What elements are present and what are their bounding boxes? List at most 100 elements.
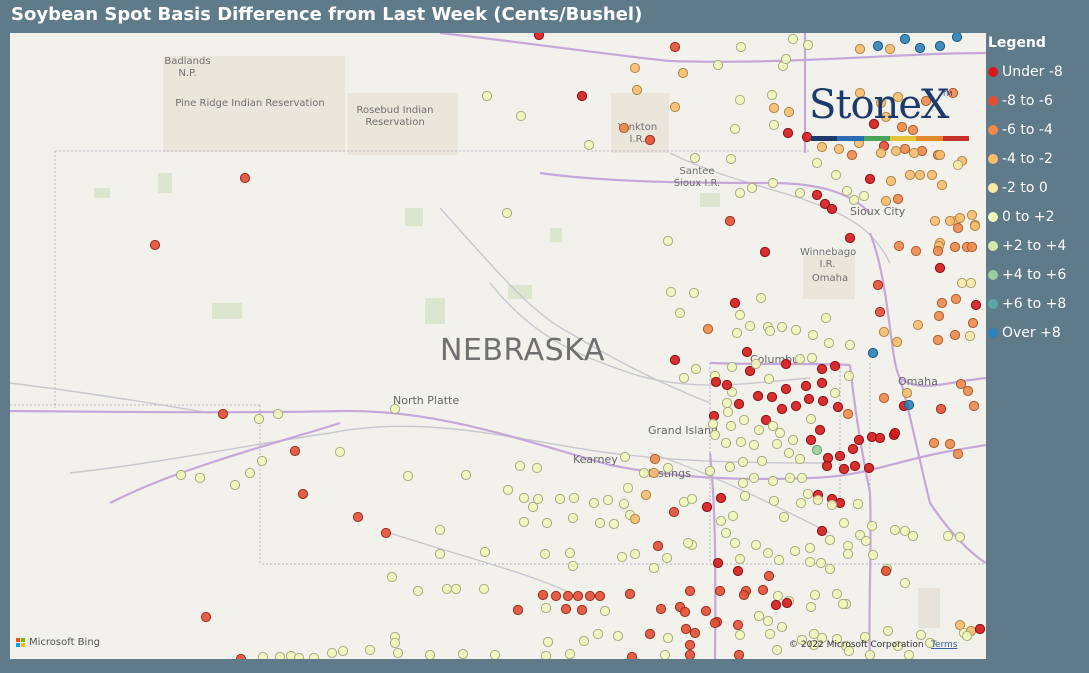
basis-marker[interactable] (629, 548, 641, 560)
basis-marker[interactable] (947, 87, 959, 99)
basis-marker[interactable] (816, 141, 828, 153)
basis-marker[interactable] (729, 297, 741, 309)
basis-marker[interactable] (874, 306, 886, 318)
basis-marker[interactable] (701, 501, 713, 513)
basis-marker[interactable] (759, 246, 771, 258)
basis-marker[interactable] (767, 177, 779, 189)
basis-marker[interactable] (805, 434, 817, 446)
basis-marker[interactable] (541, 517, 553, 529)
basis-marker[interactable] (518, 516, 530, 528)
basis-marker[interactable] (686, 493, 698, 505)
basis-marker[interactable] (289, 445, 301, 457)
basis-marker[interactable] (910, 245, 922, 257)
basis-marker[interactable] (564, 547, 576, 559)
basis-marker[interactable] (578, 635, 590, 647)
basis-marker[interactable] (770, 599, 782, 611)
basis-marker[interactable] (629, 513, 641, 525)
basis-marker[interactable] (762, 615, 774, 627)
basis-marker[interactable] (704, 465, 716, 477)
basis-marker[interactable] (424, 649, 436, 659)
basis-marker[interactable] (734, 629, 746, 641)
basis-marker[interactable] (864, 649, 876, 659)
basis-marker[interactable] (826, 203, 838, 215)
basis-marker[interactable] (892, 640, 904, 652)
basis-marker[interactable] (854, 87, 866, 99)
basis-marker[interactable] (815, 557, 827, 569)
basis-marker[interactable] (700, 605, 712, 617)
basis-marker[interactable] (194, 472, 206, 484)
basis-marker[interactable] (720, 437, 732, 449)
basis-marker[interactable] (814, 424, 826, 436)
basis-marker[interactable] (768, 102, 780, 114)
basis-marker[interactable] (766, 89, 778, 101)
basis-marker[interactable] (800, 380, 812, 392)
basis-marker[interactable] (811, 157, 823, 169)
basis-marker[interactable] (735, 436, 747, 448)
basis-marker[interactable] (752, 390, 764, 402)
basis-marker[interactable] (662, 235, 674, 247)
basis-marker[interactable] (891, 336, 903, 348)
basis-marker[interactable] (608, 518, 620, 530)
basis-marker[interactable] (712, 59, 724, 71)
basis-marker[interactable] (618, 498, 630, 510)
basis-marker[interactable] (892, 193, 904, 205)
basis-marker[interactable] (816, 632, 828, 644)
basis-marker[interactable] (709, 617, 721, 629)
basis-marker[interactable] (806, 352, 818, 364)
basis-marker[interactable] (326, 647, 338, 659)
basis-marker[interactable] (795, 497, 807, 509)
basis-marker[interactable] (412, 585, 424, 597)
basis-marker[interactable] (768, 119, 780, 131)
basis-marker[interactable] (726, 386, 738, 398)
basis-marker[interactable] (907, 530, 919, 542)
basis-marker[interactable] (562, 590, 574, 602)
basis-marker[interactable] (859, 631, 871, 643)
basis-marker[interactable] (950, 293, 962, 305)
basis-marker[interactable] (644, 628, 656, 640)
basis-marker[interactable] (794, 187, 806, 199)
basis-marker[interactable] (837, 598, 849, 610)
basis-marker[interactable] (936, 297, 948, 309)
basis-marker[interactable] (748, 439, 760, 451)
basis-marker[interactable] (739, 490, 751, 502)
bing-attribution[interactable]: Microsoft Bing (16, 637, 100, 648)
basis-marker[interactable] (843, 370, 855, 382)
basis-marker[interactable] (829, 360, 841, 372)
basis-marker[interactable] (794, 453, 806, 465)
basis-marker[interactable] (684, 585, 696, 597)
basis-marker[interactable] (933, 310, 945, 322)
basis-marker[interactable] (767, 420, 779, 432)
basis-marker[interactable] (750, 539, 762, 551)
basis-marker[interactable] (834, 450, 846, 462)
legend-item[interactable]: +6 to +8 (987, 289, 1087, 318)
basis-marker[interactable] (714, 585, 726, 597)
basis-marker[interactable] (729, 537, 741, 549)
basis-marker[interactable] (602, 494, 614, 506)
basis-marker[interactable] (756, 455, 768, 467)
basis-marker[interactable] (481, 90, 493, 102)
basis-marker[interactable] (662, 462, 674, 474)
basis-marker[interactable] (852, 498, 864, 510)
basis-marker[interactable] (757, 584, 769, 596)
basis-marker[interactable] (872, 279, 884, 291)
basis-marker[interactable] (864, 173, 876, 185)
basis-marker[interactable] (229, 479, 241, 491)
basis-marker[interactable] (489, 649, 501, 659)
basis-marker[interactable] (746, 182, 758, 194)
basis-marker[interactable] (966, 209, 978, 221)
basis-marker[interactable] (648, 467, 660, 479)
basis-marker[interactable] (217, 408, 229, 420)
basis-marker[interactable] (744, 320, 756, 332)
basis-marker[interactable] (729, 123, 741, 135)
basis-marker[interactable] (576, 90, 588, 102)
basis-marker[interactable] (812, 494, 824, 506)
basis-marker[interactable] (961, 630, 973, 642)
basis-marker[interactable] (665, 286, 677, 298)
basis-marker[interactable] (726, 361, 738, 373)
basis-marker[interactable] (364, 644, 376, 656)
basis-marker[interactable] (741, 346, 753, 358)
basis-marker[interactable] (914, 42, 926, 54)
basis-marker[interactable] (914, 169, 926, 181)
basis-marker[interactable] (899, 525, 911, 537)
basis-marker[interactable] (790, 400, 802, 412)
